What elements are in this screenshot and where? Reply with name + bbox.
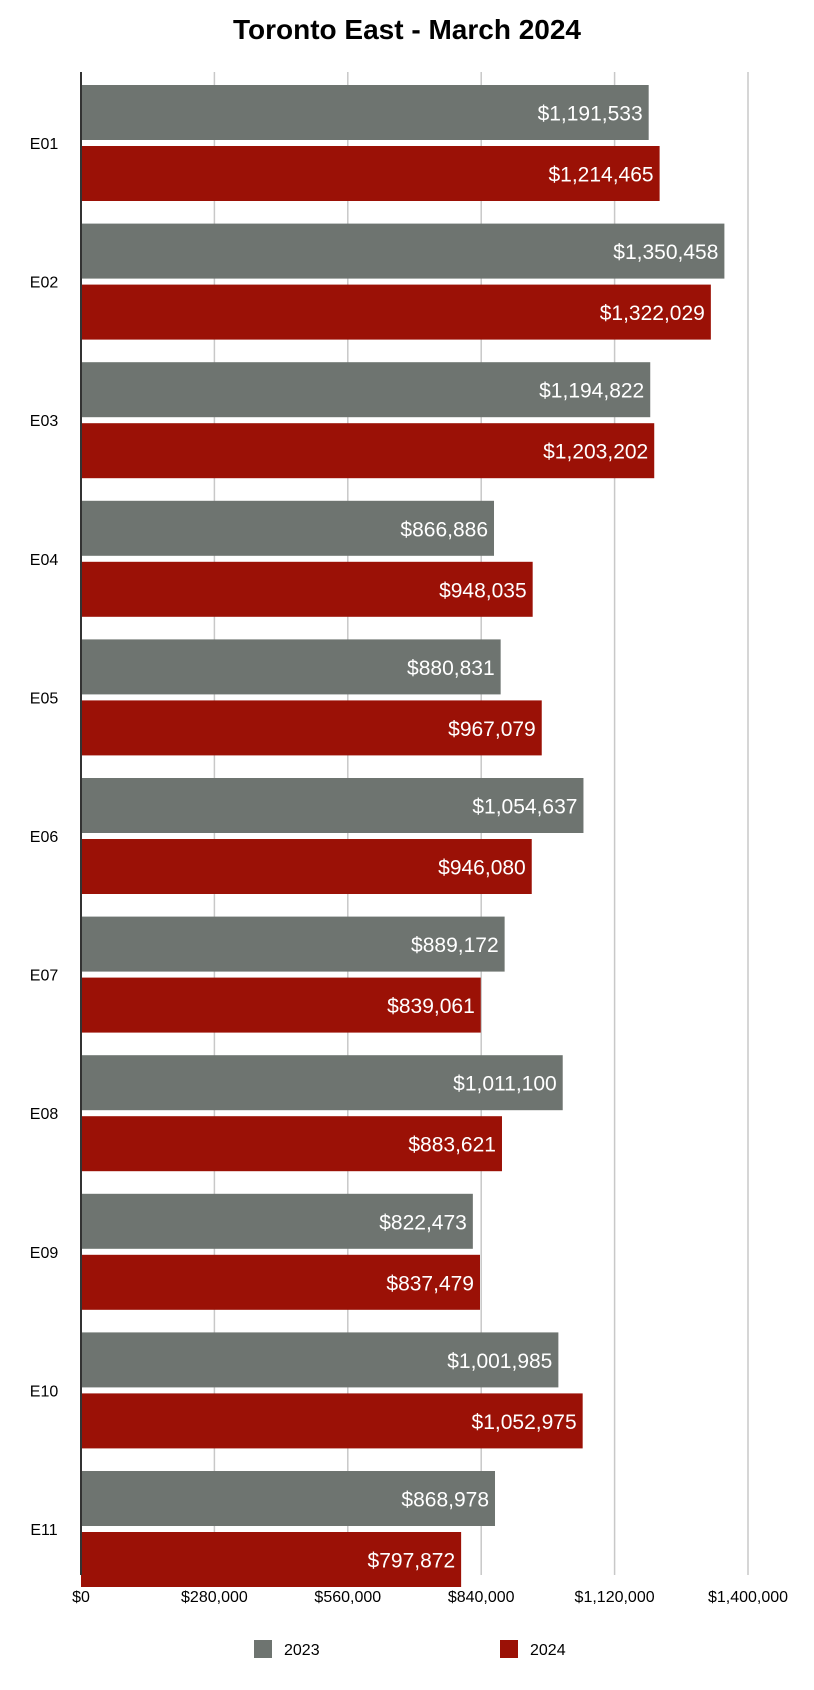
- bar-2023-E11: [81, 1471, 496, 1526]
- bar-2024-E09: [81, 1254, 480, 1310]
- bar-2023-E02: [81, 223, 725, 279]
- data-label-2023-E08: $1,011,100: [453, 1073, 557, 1096]
- x-tick-label: $1,400,000: [708, 1589, 788, 1606]
- bar-2024-E06: [81, 839, 532, 894]
- legend-label-2023: 2023: [284, 1642, 320, 1659]
- data-label-2024-E04: $948,035: [439, 579, 527, 602]
- data-label-2024-E01: $1,214,465: [548, 164, 653, 187]
- category-label: E09: [30, 1245, 59, 1262]
- data-label-2023-E06: $1,054,637: [472, 796, 577, 819]
- x-tick-label: $1,120,000: [575, 1589, 655, 1606]
- x-tick-label: $840,000: [448, 1589, 515, 1606]
- data-label-2023-E11: $868,978: [401, 1489, 489, 1512]
- bar-2023-E01: [81, 85, 649, 140]
- bar-2024-E11: [81, 1532, 462, 1587]
- category-label: E10: [30, 1383, 59, 1400]
- bar-2023-E07: [81, 916, 505, 972]
- data-label-2023-E09: $822,473: [379, 1211, 467, 1234]
- bar-2023-E03: [81, 362, 651, 418]
- bar-2024-E05: [81, 700, 542, 756]
- legend-label-2024: 2024: [530, 1642, 566, 1659]
- category-label: E02: [30, 275, 59, 292]
- category-label: E11: [30, 1522, 57, 1539]
- category-label: E07: [30, 968, 59, 985]
- data-label-2024-E07: $839,061: [387, 995, 475, 1018]
- category-label: E05: [30, 690, 59, 707]
- data-label-2024-E05: $967,079: [448, 718, 536, 741]
- category-label: E04: [30, 552, 59, 569]
- legend-swatch-2024: [500, 1640, 518, 1658]
- data-label-2024-E06: $946,080: [438, 857, 526, 880]
- data-label-2024-E08: $883,621: [408, 1134, 496, 1157]
- x-tick-label: $280,000: [181, 1589, 248, 1606]
- bar-2024-E07: [81, 977, 481, 1033]
- category-label: E06: [30, 829, 59, 846]
- bar-2023-E05: [81, 639, 501, 695]
- legend-swatch-2023: [254, 1640, 272, 1658]
- data-label-2024-E09: $837,479: [386, 1272, 474, 1295]
- data-label-2023-E04: $866,886: [400, 518, 488, 541]
- bar-2024-E04: [81, 561, 533, 617]
- bar-2024-E01: [81, 146, 660, 201]
- data-label-2023-E10: $1,001,985: [447, 1350, 552, 1373]
- category-label: E01: [30, 136, 59, 153]
- bar-2023-E04: [81, 500, 495, 556]
- data-label-2023-E01: $1,191,533: [538, 103, 643, 126]
- bar-2023-E08: [81, 1055, 563, 1111]
- data-label-2024-E03: $1,203,202: [543, 441, 648, 464]
- bar-2023-E10: [81, 1332, 559, 1388]
- x-tick-label: $0: [72, 1589, 90, 1606]
- bar-2023-E09: [81, 1193, 473, 1249]
- data-label-2024-E02: $1,322,029: [600, 302, 705, 325]
- data-label-2023-E07: $889,172: [411, 934, 499, 957]
- bar-2024-E08: [81, 1116, 502, 1172]
- data-label-2023-E02: $1,350,458: [613, 241, 718, 264]
- x-tick-label: $560,000: [314, 1589, 381, 1606]
- data-label-2024-E11: $797,872: [368, 1550, 456, 1573]
- category-label: E08: [30, 1106, 59, 1123]
- bar-2024-E02: [81, 284, 711, 340]
- bar-2024-E03: [81, 423, 655, 479]
- bar-2023-E06: [81, 778, 584, 833]
- bar-2024-E10: [81, 1393, 583, 1449]
- category-label: E03: [30, 413, 59, 430]
- data-label-2023-E03: $1,194,822: [539, 380, 644, 403]
- data-label-2023-E05: $880,831: [407, 657, 495, 680]
- data-label-2024-E10: $1,052,975: [472, 1411, 577, 1434]
- chart-title: Toronto East - March 2024: [232, 14, 581, 45]
